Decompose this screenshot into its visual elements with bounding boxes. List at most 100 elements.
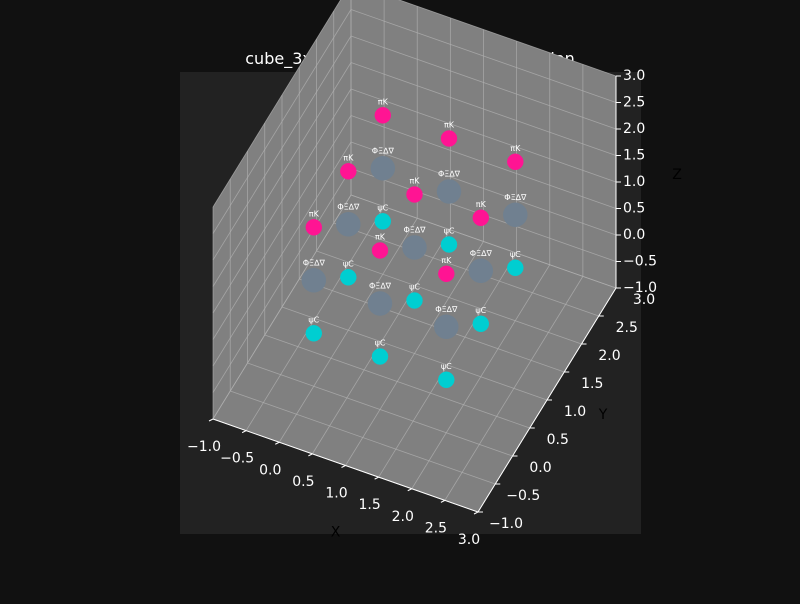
data-point: [370, 156, 396, 181]
data-point-label: ψC: [409, 283, 420, 292]
x-tick-label: 0.5: [292, 474, 314, 490]
data-point: [440, 130, 458, 147]
grid-line-floor-y: [299, 278, 565, 373]
x-tick-mark: [407, 488, 412, 492]
data-point-label: ψC: [444, 227, 455, 236]
grid-line-left-z: [212, 9, 352, 234]
x-tick-mark: [241, 430, 247, 434]
grid-line-floor-x: [411, 264, 551, 489]
data-point: [438, 371, 455, 389]
x-tick-label: 3.0: [458, 532, 480, 548]
data-point-label: ΦΞ∆∇: [438, 170, 461, 179]
data-point-label: πK: [444, 121, 455, 130]
data-point: [440, 236, 458, 253]
grid-line-floor-y: [316, 250, 582, 345]
x-tick-label: 0.0: [259, 462, 281, 478]
z-tick-label: −0.5: [623, 254, 657, 270]
x-tick-mark: [341, 465, 346, 468]
grid-line-left-z: [212, 88, 352, 314]
z-tick-label: 0.0: [623, 227, 645, 243]
data-point-label: πK: [375, 233, 386, 242]
x-tick-mark: [440, 499, 446, 503]
data-point-label: ΦΞ∆∇: [504, 193, 527, 202]
data-point: [472, 315, 490, 333]
y-tick-label: 2.5: [616, 320, 638, 336]
y-tick-label: −0.5: [506, 488, 540, 504]
data-point-label: πK: [441, 256, 452, 265]
data-point: [507, 259, 524, 277]
data-point-label: ψC: [308, 315, 319, 324]
x-tick-label: −0.5: [220, 451, 254, 467]
x-tick-mark: [473, 511, 479, 515]
grid-line-back-z: [350, 9, 617, 103]
data-point-label: ΦΞ∆∇: [403, 226, 426, 235]
z-tick-label: 0.5: [623, 201, 645, 217]
x-tick-mark: [275, 441, 280, 445]
grid-line-left-z: [212, 62, 352, 287]
y-tick-label: 0.0: [529, 460, 551, 476]
data-point: [371, 242, 389, 259]
y-tick-label: 2.0: [598, 348, 620, 364]
data-point-label: ΦΞ∆∇: [470, 249, 493, 258]
data-point-label: πK: [409, 177, 420, 186]
z-tick-label: 1.5: [623, 148, 645, 164]
x-axis-label: X: [331, 525, 341, 541]
data-point-label: πK: [510, 144, 521, 153]
z-tick-label: 3.0: [623, 68, 645, 84]
x-tick-mark: [208, 418, 214, 422]
data-point-label: ψC: [375, 339, 386, 348]
data-point: [371, 348, 389, 365]
x-tick-label: 1.0: [325, 486, 347, 502]
data-point-label: ψC: [475, 306, 486, 315]
grid-line-back-z: [350, 88, 617, 183]
data-point-label: πK: [343, 153, 354, 162]
data-point-label: ψC: [343, 259, 354, 268]
x-tick-mark: [374, 476, 379, 480]
data-point-label: πK: [378, 97, 389, 106]
z-tick-label: 2.0: [623, 121, 645, 137]
z-tick-label: 1.0: [623, 174, 645, 190]
data-point: [507, 153, 524, 171]
grid-line-floor-y: [281, 306, 548, 401]
grid-line-back-z: [350, 35, 617, 130]
data-point-label: ΦΞ∆∇: [369, 282, 392, 291]
grid-line-back-z: [350, 62, 617, 156]
x-tick-label: −1.0: [187, 439, 221, 455]
data-point: [301, 268, 327, 293]
data-point-label: πK: [476, 200, 487, 209]
data-point: [367, 291, 393, 316]
data-point: [340, 163, 357, 180]
data-point-label: ΦΞ∆∇: [435, 305, 458, 314]
x-tick-label: 2.0: [392, 509, 414, 525]
data-point-label: ΦΞ∆∇: [372, 146, 395, 155]
data-point: [503, 202, 528, 228]
data-point: [374, 213, 392, 230]
z-tick-label: −1.0: [623, 280, 657, 296]
grid-line-floor-x: [378, 252, 517, 478]
data-point: [336, 212, 361, 237]
grid-line-back-z: [398, 0, 617, 77]
data-point: [402, 235, 427, 260]
x-tick-label: 1.5: [358, 497, 380, 513]
grid-line-left-z: [212, 35, 352, 261]
data-point: [406, 292, 423, 309]
y-tick-label: 3.0: [633, 292, 655, 308]
data-point: [434, 314, 459, 340]
y-axis-label: Y: [598, 407, 608, 423]
data-point: [374, 107, 392, 124]
z-axis-label: Z: [672, 167, 682, 183]
data-point-label: ΦΞ∆∇: [337, 202, 360, 211]
data-point: [305, 219, 323, 236]
data-point: [406, 186, 423, 203]
data-point: [468, 258, 494, 284]
data-point: [472, 209, 490, 227]
grid-line-left-z: [212, 0, 341, 208]
y-tick-label: 1.0: [564, 404, 586, 420]
data-point-label: ψC: [377, 203, 388, 212]
data-point-label: ψC: [510, 250, 521, 259]
y-tick-label: −1.0: [489, 516, 523, 532]
grid-line-floor-y: [350, 194, 617, 289]
y-tick-label: 0.5: [547, 432, 569, 448]
